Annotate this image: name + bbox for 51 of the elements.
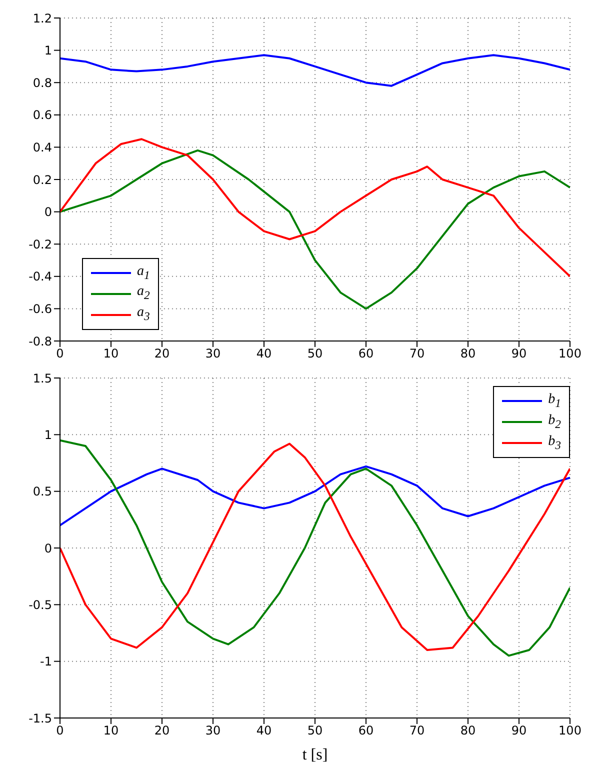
x-tick-label: 50	[307, 346, 323, 361]
y-tick-label: 0	[44, 205, 52, 220]
y-tick-label: -0.6	[28, 302, 52, 316]
y-tick-label: 0	[44, 541, 52, 556]
x-tick-label: 30	[205, 724, 221, 738]
x-axis-title: t [s]	[302, 746, 328, 764]
x-tick-label: 70	[409, 724, 425, 738]
y-tick-label: -0.4	[28, 270, 52, 284]
y-tick-label: -1	[40, 654, 52, 669]
line-series	[60, 54, 570, 87]
legend-label: a$_{1}$	[137, 262, 150, 284]
x-tick-label: 30	[205, 346, 221, 361]
x-tick-label: 10	[103, 346, 119, 361]
y-tick-label: 0.6	[32, 108, 52, 122]
y-tick-label: 1	[44, 44, 52, 58]
y-tick-label: -0.8	[28, 334, 52, 348]
line-series	[60, 138, 570, 278]
legend-label: b$_{1}$	[548, 391, 561, 412]
y-tick-label: 0.5	[32, 484, 52, 499]
y-tick-label: -0.2	[28, 237, 52, 252]
y-tick-label: 1.2	[32, 11, 52, 26]
y-tick-label: 1.5	[32, 371, 52, 386]
x-tick-label: 20	[154, 346, 170, 361]
x-tick-label: 70	[409, 346, 425, 361]
legend-label: b$_{2}$	[548, 412, 561, 433]
x-tick-label: 90	[511, 346, 527, 361]
x-tick-label: 100	[558, 346, 582, 361]
x-tick-label: 90	[511, 724, 527, 738]
line-series	[60, 465, 570, 526]
y-tick-label: 0.8	[32, 76, 52, 90]
y-tick-label: -0.5	[28, 598, 52, 612]
x-tick-label: 100	[558, 724, 582, 738]
legend-label: a$_{3}$	[137, 304, 150, 325]
x-tick-label: 80	[460, 346, 476, 361]
x-tick-label: 40	[256, 724, 272, 738]
x-tick-label: 60	[358, 346, 374, 361]
line-series	[60, 149, 570, 310]
y-tick-label: -1.5	[28, 711, 52, 726]
x-tick-label: 40	[256, 346, 272, 361]
y-tick-label: 0.2	[32, 172, 52, 187]
legend-label: b$_{3}$	[548, 432, 561, 454]
x-tick-label: 60	[358, 724, 374, 738]
x-tick-label: 50	[307, 724, 323, 738]
x-tick-label: 10	[103, 724, 119, 738]
x-tick-label: 0	[56, 346, 64, 361]
y-tick-label: 0.4	[32, 140, 52, 154]
legend-label: a$_{2}$	[137, 283, 150, 304]
x-tick-label: 20	[154, 724, 170, 738]
x-tick-label: 80	[460, 724, 476, 738]
y-tick-label: 1	[44, 428, 52, 442]
x-tick-label: 0	[56, 724, 64, 738]
